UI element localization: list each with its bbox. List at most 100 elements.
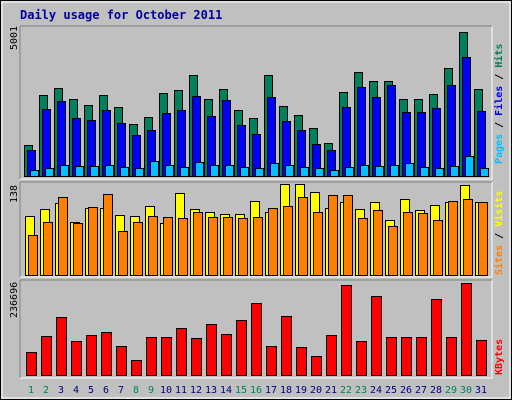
- x-label-day-14: 14: [220, 385, 232, 396]
- pages-bar-day-15: [240, 167, 249, 177]
- sites-bar-day-24: [373, 210, 383, 276]
- panel-hits-files-pages: 5001 Pages / Files / Hits: [9, 25, 505, 180]
- visits-sites-bars: [25, 184, 488, 276]
- kbytes-bars: [26, 283, 487, 376]
- x-label-day-4: 4: [73, 385, 79, 396]
- x-label-day-29: 29: [445, 385, 457, 396]
- x-label-day-13: 13: [205, 385, 217, 396]
- legend-separator-2: /: [494, 68, 505, 86]
- x-label-day-12: 12: [190, 385, 202, 396]
- pages-bar-day-5: [90, 166, 99, 177]
- sites-bar-day-17: [268, 208, 278, 276]
- kbytes-bar-day-20: [311, 356, 322, 376]
- x-axis-day-labels: 1 2 3 4 5 6 7 8 9 10 11 12 13 14 15 16 17 18 19 20 21 22 23 24 2…: [28, 385, 487, 396]
- legend-separator-1: /: [494, 116, 505, 134]
- sites-bar-day-8: [133, 222, 143, 276]
- x-label-day-25: 25: [385, 385, 397, 396]
- sites-bar-day-15: [238, 218, 248, 276]
- x-label-day-31: 31: [475, 385, 487, 396]
- sites-bar-day-10: [163, 217, 173, 276]
- x-label-day-17: 17: [265, 385, 277, 396]
- sites-bar-day-18: [283, 206, 293, 276]
- x-label-day-30: 30: [460, 385, 472, 396]
- sites-bar-day-12: [193, 212, 203, 276]
- x-label-day-18: 18: [280, 385, 292, 396]
- kbytes-bar-day-1: [26, 352, 37, 376]
- sites-bar-day-6: [103, 194, 113, 276]
- pages-bar-day-31: [480, 168, 489, 177]
- x-label-day-26: 26: [400, 385, 412, 396]
- files-bar-day-24: [372, 97, 381, 177]
- pages-bar-day-30: [465, 156, 474, 177]
- legend-hits: Hits: [493, 44, 505, 68]
- kbytes-bar-day-28: [431, 299, 442, 376]
- sites-bar-day-23: [358, 218, 368, 276]
- pages-bar-day-23: [360, 165, 369, 177]
- pages-bar-day-25: [390, 165, 399, 177]
- pages-bar-day-19: [300, 167, 309, 177]
- pages-bar-day-3: [60, 165, 69, 177]
- x-label-day-5: 5: [88, 385, 94, 396]
- kbytes-bar-day-23: [356, 341, 367, 376]
- kbytes-bar-day-2: [41, 336, 52, 376]
- files-bar-day-2: [42, 109, 51, 177]
- files-bar-day-11: [177, 110, 186, 177]
- kbytes-bar-day-5: [86, 335, 97, 376]
- sites-bar-day-13: [208, 217, 218, 276]
- kbytes-bar-day-13: [206, 324, 217, 376]
- pages-bar-day-20: [315, 168, 324, 177]
- kbytes-bar-day-15: [236, 320, 247, 376]
- files-bar-day-22: [342, 107, 351, 177]
- pages-bar-day-7: [120, 167, 129, 177]
- pages-bar-day-28: [435, 168, 444, 177]
- pages-bar-day-17: [270, 163, 279, 177]
- pages-bar-day-21: [330, 170, 339, 177]
- hits-files-pages-legend: Pages / Files / Hits: [493, 44, 505, 164]
- x-label-day-27: 27: [415, 385, 427, 396]
- pages-bar-day-26: [405, 163, 414, 177]
- sites-bar-day-5: [88, 207, 98, 276]
- visits-sites-legend: Sites / Visits: [493, 191, 505, 275]
- files-bar-day-23: [357, 87, 366, 177]
- legend-pages: Pages: [494, 134, 505, 164]
- sites-bar-day-30: [463, 199, 473, 276]
- sites-bar-day-14: [223, 217, 233, 276]
- x-label-day-19: 19: [295, 385, 307, 396]
- sites-bar-day-28: [433, 220, 443, 276]
- pages-bar-day-11: [180, 167, 189, 177]
- kbytes-bar-day-29: [446, 337, 457, 376]
- kbytes-bar-day-6: [101, 332, 112, 376]
- files-bar-day-29: [447, 85, 456, 177]
- sites-bar-day-20: [313, 212, 323, 276]
- kbytes-bar-day-11: [176, 328, 187, 376]
- pages-bar-day-18: [285, 165, 294, 177]
- pages-bar-day-6: [105, 165, 114, 177]
- sites-bar-day-21: [328, 195, 338, 276]
- legend-sites: Sites: [493, 245, 505, 275]
- x-label-day-6: 6: [103, 385, 109, 396]
- kbytes-bar-day-22: [341, 285, 352, 376]
- chart-title: Daily usage for October 2011: [20, 8, 222, 22]
- pages-bar-day-12: [195, 162, 204, 177]
- pages-bar-day-24: [375, 166, 384, 177]
- x-label-day-8: 8: [133, 385, 139, 396]
- sites-bar-day-1: [28, 235, 38, 276]
- kbytes-bar-day-10: [161, 337, 172, 376]
- x-label-day-10: 10: [160, 385, 172, 396]
- legend-separator-3: /: [494, 227, 505, 245]
- pages-bar-day-10: [165, 165, 174, 177]
- x-label-day-3: 3: [58, 385, 64, 396]
- x-label-day-20: 20: [310, 385, 322, 396]
- sites-bar-day-25: [388, 226, 398, 276]
- sites-bar-day-2: [43, 222, 53, 276]
- pages-bar-day-27: [420, 167, 429, 177]
- kbytes-bar-day-26: [401, 337, 412, 376]
- x-label-day-9: 9: [148, 385, 154, 396]
- sites-bar-day-9: [148, 216, 158, 276]
- pages-bar-day-9: [150, 161, 159, 177]
- kbytes-bar-day-31: [476, 340, 487, 376]
- pages-bar-day-22: [345, 167, 354, 177]
- sites-bar-day-31: [478, 202, 488, 276]
- pages-bar-day-14: [225, 165, 234, 177]
